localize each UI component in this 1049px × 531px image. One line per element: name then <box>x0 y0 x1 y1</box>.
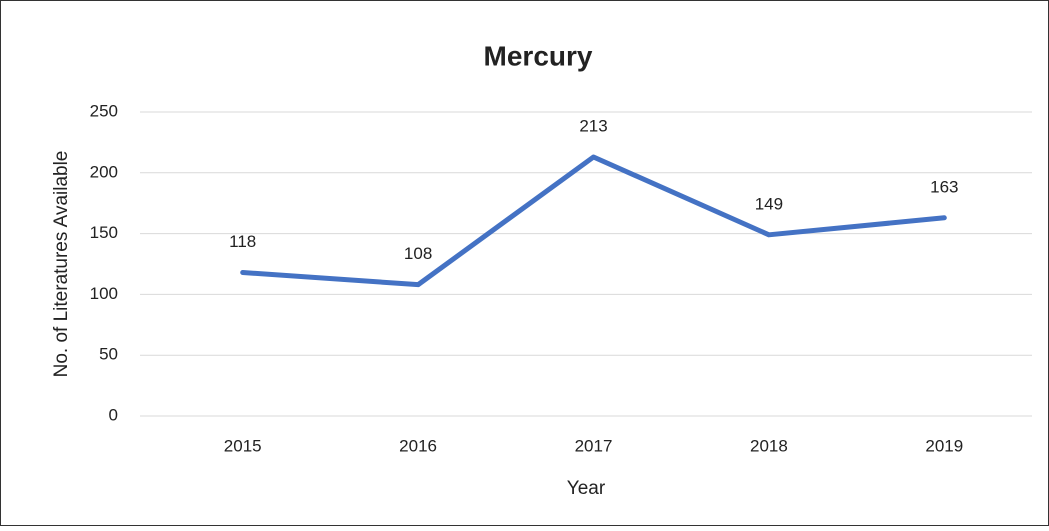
y-axis-label: No. of Literatures Available <box>51 151 72 378</box>
data-label: 163 <box>930 177 958 196</box>
line-series <box>240 154 947 288</box>
y-tick-label: 0 <box>109 405 118 424</box>
x-tick-label: 2016 <box>399 436 437 455</box>
chart-title: Mercury <box>484 40 593 71</box>
x-tick-label: 2015 <box>224 436 262 455</box>
y-tick-label: 200 <box>90 162 118 181</box>
data-label: 149 <box>755 194 783 213</box>
x-tick-label: 2018 <box>750 436 788 455</box>
y-tick-label: 250 <box>90 101 118 120</box>
x-tick-label: 2017 <box>575 436 613 455</box>
data-label: 213 <box>579 116 607 135</box>
x-axis-label: Year <box>567 478 606 499</box>
data-label: 108 <box>404 244 432 263</box>
y-tick-label: 150 <box>90 223 118 242</box>
x-tick-label: 2019 <box>925 436 963 455</box>
data-label: 118 <box>229 232 256 251</box>
y-tick-label: 100 <box>90 284 118 303</box>
y-tick-label: 50 <box>99 345 118 364</box>
